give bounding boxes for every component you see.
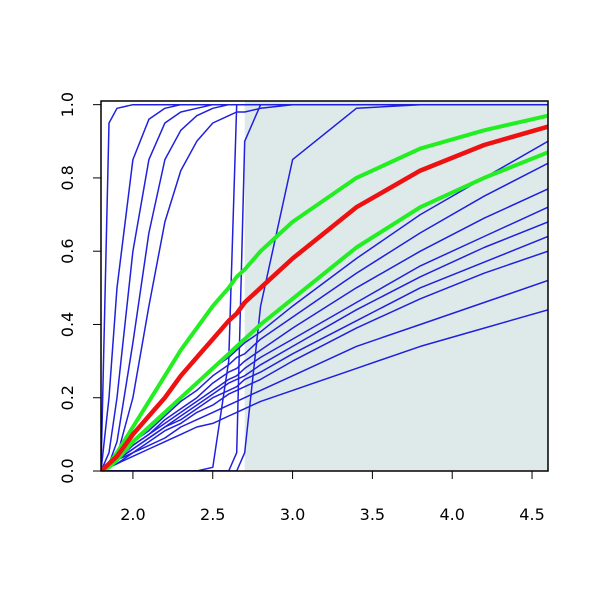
line — [101, 124, 548, 471]
line — [101, 150, 548, 471]
y-tick-label: 0.4 — [58, 312, 77, 337]
y-tick-label: 0.2 — [58, 385, 77, 410]
lines — [101, 103, 548, 471]
x-tick-label: 2.5 — [200, 505, 225, 524]
x-tick-label: 3.5 — [360, 505, 385, 524]
y-tick-label: 1.0 — [58, 92, 77, 117]
x-tick-label: 3.0 — [280, 505, 305, 524]
line — [101, 103, 548, 471]
line — [101, 113, 548, 471]
line — [101, 309, 548, 471]
line — [101, 221, 548, 471]
line — [101, 250, 548, 471]
x-tick-label: 4.5 — [519, 505, 544, 524]
y-tick-label: 0.0 — [58, 458, 77, 483]
x-tick-label: 2.0 — [120, 505, 145, 524]
plot-frame — [100, 100, 549, 472]
x-tick-label: 4.0 — [439, 505, 464, 524]
line — [101, 103, 548, 471]
shaded-region — [244, 101, 548, 471]
y-tick-label: 0.8 — [58, 165, 77, 190]
y-tick-label: 0.6 — [58, 238, 77, 263]
